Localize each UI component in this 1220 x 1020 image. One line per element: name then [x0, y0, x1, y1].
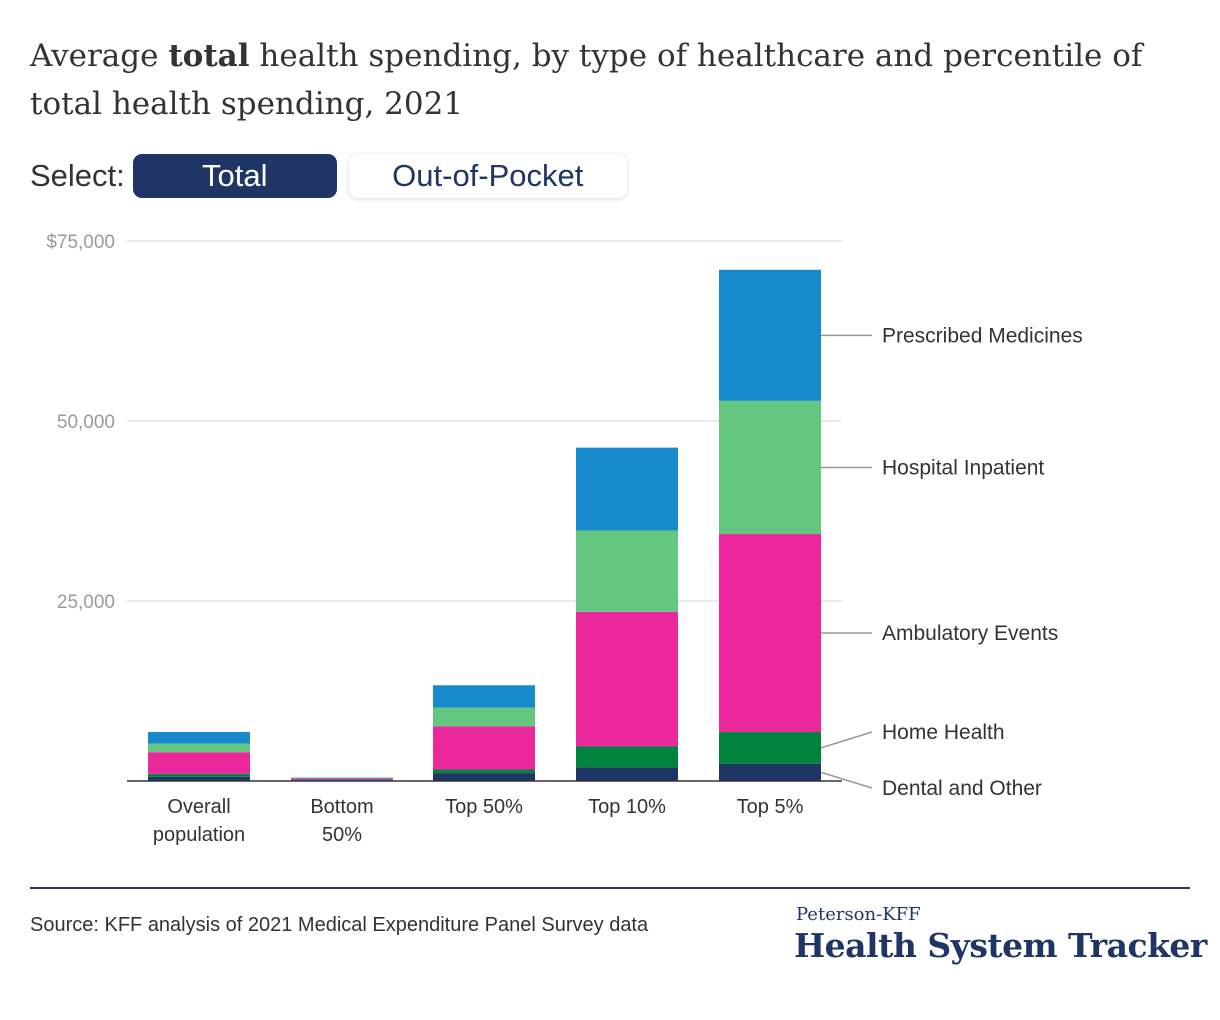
legend-label: Home Health: [882, 721, 1005, 744]
chart-title: Average total health spending, by type o…: [30, 32, 1200, 128]
bar-segment: [719, 534, 821, 733]
total-button[interactable]: Total: [132, 154, 337, 198]
bar-segment: [433, 726, 535, 770]
bar-segment: [576, 746, 678, 768]
bar-segment: [576, 530, 678, 612]
title-prefix: Average: [30, 38, 159, 74]
bar-segment: [719, 269, 821, 401]
source-note: Source: KFF analysis of 2021 Medical Exp…: [30, 914, 649, 936]
brand-logo: Health System Tracker: [794, 926, 1207, 965]
x-tick-label: Bottom: [310, 796, 373, 818]
bar-segment: [291, 777, 393, 779]
x-tick-label: Top 5%: [737, 796, 804, 818]
bar-segment: [433, 773, 535, 781]
bar-segment: [719, 400, 821, 535]
bar-segment: [148, 752, 250, 774]
y-tick-label: 25,000: [57, 592, 115, 613]
bar-segment: [148, 743, 250, 753]
bar-segment: [576, 611, 678, 747]
legend-leader-line: [820, 731, 873, 749]
bar-segment: [148, 776, 250, 781]
y-tick-label: 50,000: [57, 412, 115, 433]
x-tick-label: Top 10%: [588, 796, 666, 818]
bar-segment: [291, 778, 393, 781]
bar-segment: [719, 732, 821, 764]
out-of-pocket-button[interactable]: Out-of-Pocket: [348, 154, 627, 198]
title-emphasis: total: [168, 38, 250, 74]
bar-segment: [576, 767, 678, 781]
bar-segment: [148, 773, 250, 777]
legend-leader-line: [820, 771, 873, 789]
footer-divider: [30, 887, 1190, 889]
bar-segment: [433, 707, 535, 727]
x-tick-label: Overall: [167, 796, 230, 818]
stacked-bar-chart: 25,000 50,000 $75,000 Overall population Bott…: [46, 232, 1083, 846]
bar-segment: [148, 732, 250, 744]
x-tick-label: 50%: [322, 824, 362, 846]
title-suffix: health spending, by type of healthcare a…: [30, 38, 1143, 122]
legend-label: Ambulatory Events: [882, 622, 1058, 645]
bar-segment: [433, 685, 535, 708]
bar-segment: [433, 769, 535, 774]
x-tick-label: Top 50%: [445, 796, 523, 818]
x-tick-label: population: [153, 824, 245, 846]
legend-label: Hospital Inpatient: [882, 456, 1044, 479]
bar-segment: [719, 763, 821, 781]
bar-segment: [576, 447, 678, 531]
y-tick-label: $75,000: [46, 232, 115, 253]
legend-label: Prescribed Medicines: [882, 324, 1083, 347]
legend-label: Dental and Other: [882, 777, 1042, 800]
brand-subtitle: Peterson-KFF: [796, 904, 921, 925]
metric-selector: Select: Total Out-of-Pocket: [30, 154, 627, 198]
bar-segment: [291, 778, 393, 779]
select-label: Select:: [30, 158, 125, 193]
